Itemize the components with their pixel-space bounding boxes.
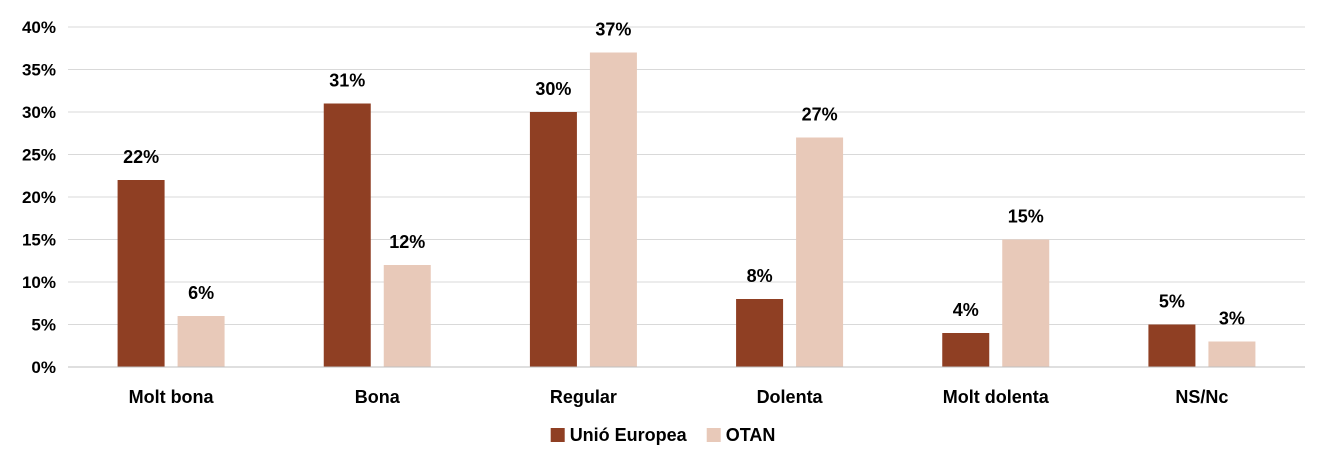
data-label: 30% [535, 79, 571, 99]
bar-series1 [942, 333, 990, 367]
legend-label: OTAN [726, 425, 776, 445]
y-tick-label: 35% [22, 61, 56, 80]
data-label: 37% [595, 20, 631, 40]
y-tick-label: 10% [22, 273, 56, 292]
x-category-label: Molt bona [129, 387, 215, 407]
bar-series2 [177, 316, 225, 367]
bar-series2 [383, 265, 431, 367]
x-category-label: Bona [355, 387, 401, 407]
data-label: 22% [123, 147, 159, 167]
y-tick-label: 25% [22, 146, 56, 165]
y-tick-label: 15% [22, 231, 56, 250]
x-category-label: Regular [550, 387, 617, 407]
legend-swatch [706, 428, 721, 442]
y-tick-label: 5% [31, 316, 56, 335]
y-tick-label: 40% [22, 18, 56, 37]
bar-series1 [1148, 324, 1196, 367]
bar-series1 [323, 103, 371, 367]
bar-series2 [796, 137, 844, 367]
data-label: 4% [953, 300, 979, 320]
bar-series2 [589, 52, 637, 367]
bars [117, 52, 1256, 367]
legend-label: Unió Europea [570, 425, 688, 445]
y-axis-tick-labels: 0% 5% 10% 15% 20% 25% 30% 35% 40% [22, 18, 56, 377]
gridlines [68, 26, 1305, 325]
data-label: 12% [389, 232, 425, 252]
data-label: 8% [747, 266, 773, 286]
data-label: 5% [1159, 292, 1185, 312]
x-category-label: NS/Nc [1175, 387, 1228, 407]
legend-swatch [550, 428, 565, 442]
y-tick-label: 30% [22, 103, 56, 122]
bar-series2 [1208, 341, 1256, 367]
bar-series2 [1002, 239, 1050, 367]
data-label: 31% [329, 71, 365, 91]
data-labels: 22% 6% 31% 12% 30% 37% 8% 27% 4% 15% 5% 3% [123, 20, 1245, 329]
x-category-label: Molt dolenta [943, 387, 1050, 407]
data-label: 6% [188, 283, 214, 303]
bar-series1 [529, 112, 577, 367]
data-label: 3% [1219, 309, 1245, 329]
bar-series1 [117, 180, 165, 367]
x-category-label: Dolenta [757, 387, 824, 407]
y-tick-label: 20% [22, 188, 56, 207]
x-axis-category-labels: Molt bona Bona Regular Dolenta Molt dolenta N… [129, 387, 1229, 407]
legend: Unió Europea OTAN [550, 425, 776, 445]
data-label: 15% [1008, 207, 1044, 227]
data-label: 27% [802, 105, 838, 125]
y-tick-label: 0% [31, 358, 56, 377]
bar-series1 [736, 299, 784, 367]
